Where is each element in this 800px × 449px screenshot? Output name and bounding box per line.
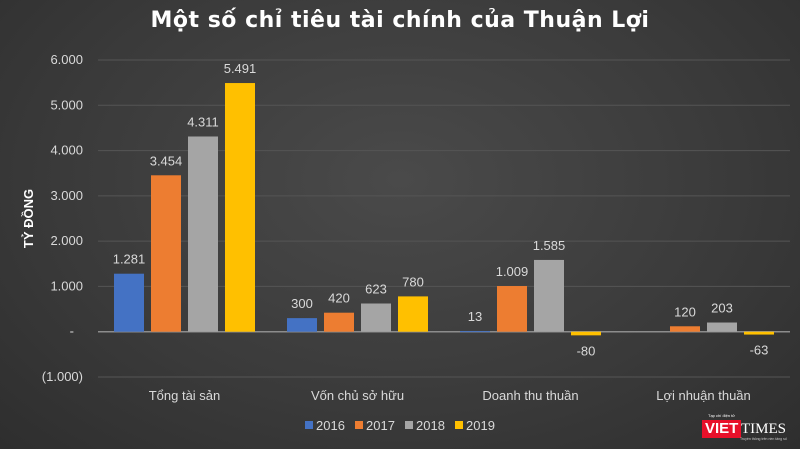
- legend-swatch-2016: [305, 421, 313, 429]
- legend-swatch-2019: [455, 421, 463, 429]
- y-tick-label: (1.000): [42, 369, 83, 384]
- y-tick-label: 4.000: [50, 143, 83, 158]
- bar-2017: [324, 312, 354, 332]
- data-label: -63: [750, 343, 769, 358]
- y-tick-label: 1.000: [50, 278, 83, 293]
- logo-viet: VIET: [702, 420, 742, 438]
- bar-2016: [114, 273, 144, 332]
- legend-swatch-2017: [355, 421, 363, 429]
- data-label: 120: [674, 304, 696, 319]
- logo-tagline: Truyền thông trên nền tảng số: [740, 437, 787, 441]
- legend-label: 2019: [466, 418, 495, 433]
- logo-times: TIMES: [741, 421, 786, 437]
- legend-label: 2017: [366, 418, 395, 433]
- y-axis-label: TỶ ĐỒNG: [21, 189, 36, 248]
- bar-2018: [188, 136, 218, 332]
- viettimes-logo: Tạp chí điện tử VIET TIMES Truyền thông …: [700, 413, 795, 441]
- data-label: 5.491: [224, 61, 257, 76]
- data-label: 1.585: [533, 238, 566, 253]
- bar-2018: [707, 322, 737, 332]
- y-tick-label: 3.000: [50, 188, 83, 203]
- data-label: 1.009: [496, 264, 529, 279]
- data-label: 203: [711, 301, 733, 316]
- data-label: 13: [468, 309, 482, 324]
- legend-label: 2016: [316, 418, 345, 433]
- category-label: Tổng tài sản: [149, 388, 221, 403]
- category-label: Lợi nhuận thuần: [656, 388, 751, 403]
- y-tick-label: 6.000: [50, 52, 83, 67]
- logo-small-text: Tạp chí điện tử: [708, 413, 735, 418]
- bar-2019: [225, 83, 255, 332]
- bar-2016: [287, 318, 317, 332]
- data-label: 3.454: [150, 153, 183, 168]
- data-label: 1.281: [113, 252, 146, 267]
- data-label: 4.311: [187, 114, 219, 129]
- chart-title: Một số chỉ tiêu tài chính của Thuận Lợi: [150, 8, 650, 33]
- bar-2018: [361, 303, 391, 332]
- y-tick-label: -: [70, 324, 74, 339]
- y-tick-label: 2.000: [50, 233, 83, 248]
- data-label: 300: [291, 296, 313, 311]
- bar-2019: [398, 296, 428, 332]
- bar-2017: [497, 286, 527, 332]
- category-label: Vốn chủ sở hữu: [311, 388, 404, 403]
- bar-2018: [534, 259, 564, 332]
- data-label: 420: [328, 291, 350, 306]
- bar-2016: [460, 331, 490, 333]
- bar-2017: [670, 326, 700, 332]
- bar-2017: [151, 175, 181, 332]
- bar-2019: [571, 331, 601, 336]
- data-label: 780: [402, 274, 424, 289]
- y-tick-label: 5.000: [50, 97, 83, 112]
- legend-swatch-2018: [405, 421, 413, 429]
- category-label: Doanh thu thuần: [482, 388, 578, 403]
- data-label: -80: [577, 343, 596, 358]
- legend-label: 2018: [416, 418, 445, 433]
- bar-2019: [744, 331, 774, 335]
- data-label: 623: [365, 282, 387, 297]
